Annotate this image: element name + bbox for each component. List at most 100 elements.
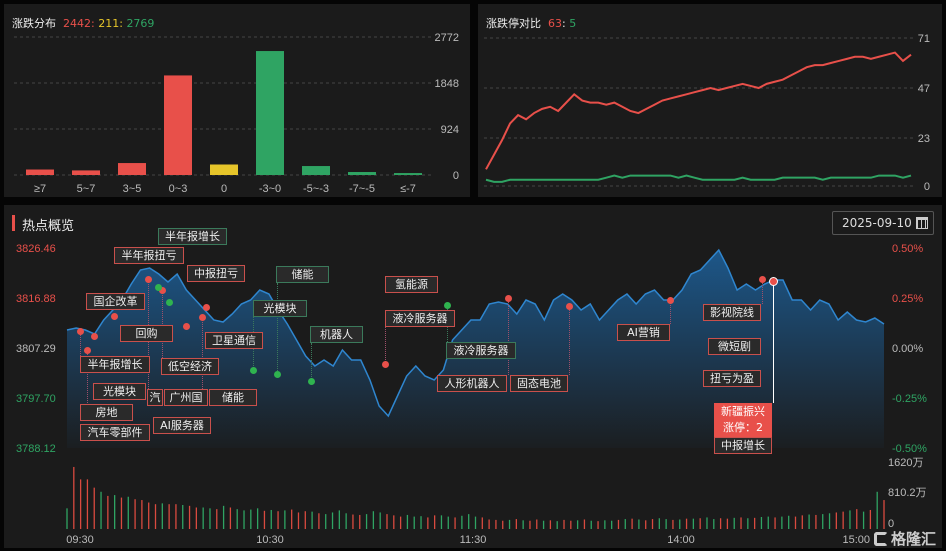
event-dot[interactable] bbox=[381, 360, 389, 368]
y-right-tick-label: -0.50% bbox=[892, 443, 927, 455]
leader-line bbox=[311, 343, 312, 381]
limit-up-line bbox=[485, 51, 912, 170]
leader-line bbox=[569, 306, 570, 375]
hot-tag[interactable]: 储能 bbox=[209, 389, 257, 406]
event-dot[interactable] bbox=[565, 302, 573, 310]
volume-tick-label: 810.2万 bbox=[888, 487, 927, 499]
x-tick-label: 3~5 bbox=[123, 183, 142, 195]
hot-tag[interactable]: 中报增长 bbox=[714, 437, 772, 454]
hot-tag[interactable]: 液冷服务器 bbox=[446, 342, 516, 359]
bar-5~7 bbox=[72, 170, 100, 175]
y-right-tick-label: 0.00% bbox=[892, 343, 923, 355]
leader-line bbox=[87, 350, 88, 405]
bar-≥7 bbox=[26, 169, 54, 175]
x-tick-label: 10:30 bbox=[256, 534, 284, 546]
highlight-tag[interactable]: 新疆振兴 涨停：2 bbox=[714, 403, 772, 437]
y-left-tick-label: 3816.88 bbox=[16, 293, 56, 305]
brand-name: 格隆汇 bbox=[891, 530, 937, 548]
panel-title: 涨跌分布 2442: 211: 2769 bbox=[12, 17, 155, 30]
event-dot[interactable] bbox=[202, 303, 210, 311]
hot-tag[interactable]: 微短剧 bbox=[708, 338, 761, 355]
y-left-tick-label: 3788.12 bbox=[16, 443, 56, 455]
panel-title: 涨跌停对比 63: 5 bbox=[486, 17, 577, 30]
event-dot[interactable] bbox=[154, 283, 162, 291]
hot-tag[interactable]: 汽车零部件 bbox=[80, 424, 150, 441]
title-text: 涨跌停对比 bbox=[486, 17, 541, 30]
y-tick-label: 0 bbox=[453, 170, 459, 182]
highlight-limit-up: 涨停：2 bbox=[723, 421, 763, 434]
leader-line bbox=[762, 279, 763, 304]
event-dot[interactable] bbox=[758, 275, 766, 283]
hot-tag[interactable]: 回购 bbox=[120, 325, 173, 342]
hot-tag[interactable]: 国企改革 bbox=[86, 293, 145, 310]
y-left-tick-label: 3826.46 bbox=[16, 243, 56, 255]
event-dot[interactable] bbox=[165, 298, 173, 306]
event-dot[interactable] bbox=[504, 294, 512, 302]
event-dot[interactable] bbox=[76, 327, 84, 335]
x-tick-label: 09:30 bbox=[66, 534, 94, 546]
event-dot[interactable] bbox=[182, 322, 190, 330]
event-dot[interactable] bbox=[144, 275, 152, 283]
x-tick-label: -3~0 bbox=[259, 183, 281, 195]
selected-event-dot[interactable] bbox=[768, 276, 778, 286]
hot-tag[interactable]: 中报扭亏 bbox=[187, 265, 245, 282]
volume-tick-label: 0 bbox=[888, 518, 894, 530]
hot-tag[interactable]: 广州国 bbox=[164, 389, 208, 406]
x-tick-label: -7~-5 bbox=[349, 183, 375, 195]
hot-tag[interactable]: 低空经济 bbox=[161, 358, 219, 375]
y-tick-label: 2772 bbox=[435, 32, 459, 44]
leader-line bbox=[508, 298, 509, 375]
bar--5~-3 bbox=[302, 166, 330, 175]
panel-title: 热点概览 bbox=[22, 219, 75, 234]
hot-tag[interactable]: 储能 bbox=[276, 266, 329, 283]
hot-tag[interactable]: 扭亏为盈 bbox=[703, 370, 761, 387]
leader-line bbox=[162, 290, 163, 358]
title-text: 涨跌分布 bbox=[12, 17, 56, 30]
hot-tag[interactable]: 固态电池 bbox=[510, 375, 568, 392]
x-tick-label: -5~-3 bbox=[303, 183, 329, 195]
date-picker[interactable]: 2025-09-10 bbox=[832, 211, 934, 235]
hot-tag[interactable]: 影视院线 bbox=[703, 304, 761, 321]
hot-tag[interactable]: 光模块 bbox=[253, 300, 307, 317]
event-dot[interactable] bbox=[110, 312, 118, 320]
calendar-icon[interactable] bbox=[916, 217, 928, 229]
limit-line-chart: 0 23 47 71 bbox=[484, 33, 930, 193]
x-tick-label: 0~3 bbox=[169, 183, 188, 195]
hot-tag[interactable]: 光模块 bbox=[93, 383, 146, 400]
y-right-tick-label: 0.25% bbox=[892, 293, 923, 305]
bar-0~3 bbox=[164, 75, 192, 175]
hot-tag[interactable]: 液冷服务器 bbox=[385, 310, 455, 327]
x-tick-label: 0 bbox=[221, 183, 227, 195]
y-tick-label: 23 bbox=[918, 133, 930, 145]
hot-tag[interactable]: 机器人 bbox=[310, 326, 363, 343]
event-dot[interactable] bbox=[443, 301, 451, 309]
y-right-tick-label: -0.25% bbox=[892, 393, 927, 405]
hot-tag[interactable]: 氢能源 bbox=[385, 276, 438, 293]
leader-line bbox=[773, 281, 774, 403]
hot-tag[interactable]: 汽 bbox=[147, 389, 163, 406]
x-tick-label: ≤-7 bbox=[400, 183, 416, 195]
event-dot[interactable] bbox=[307, 377, 315, 385]
event-dot[interactable] bbox=[158, 286, 166, 294]
hot-tag[interactable]: 半年报增长 bbox=[80, 356, 150, 373]
event-dot[interactable] bbox=[198, 313, 206, 321]
brand-logo-icon bbox=[874, 532, 888, 546]
leader-line bbox=[80, 331, 81, 356]
brand-logo: 格隆汇 bbox=[874, 531, 936, 548]
event-dot[interactable] bbox=[90, 332, 98, 340]
y-tick-label: 924 bbox=[441, 124, 459, 136]
event-dot[interactable] bbox=[83, 346, 91, 354]
event-dot[interactable] bbox=[273, 370, 281, 378]
hot-tag[interactable]: AI营销 bbox=[617, 324, 670, 341]
hot-tag[interactable]: 半年报增长 bbox=[158, 228, 227, 245]
hot-tag[interactable]: AI服务器 bbox=[153, 417, 211, 434]
hot-tag[interactable]: 半年报扭亏 bbox=[114, 247, 184, 264]
hot-tag[interactable]: 房地 bbox=[80, 404, 133, 421]
hot-tag[interactable]: 人形机器人 bbox=[437, 375, 507, 392]
hot-tag[interactable]: 卫星通信 bbox=[205, 332, 263, 349]
event-dot[interactable] bbox=[249, 366, 257, 374]
limit-down-line bbox=[485, 174, 912, 183]
bar-0 bbox=[210, 164, 238, 175]
title-accent bbox=[12, 215, 15, 231]
event-dot[interactable] bbox=[666, 296, 674, 304]
